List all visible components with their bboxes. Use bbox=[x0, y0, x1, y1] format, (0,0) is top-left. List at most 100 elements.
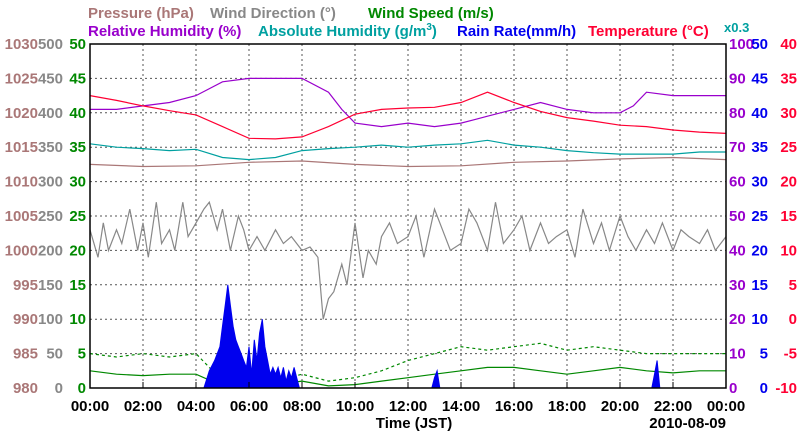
wind-speed-tick-label: 0 bbox=[78, 380, 86, 397]
x-tick-label: 10:00 bbox=[336, 398, 374, 415]
legend-absolute-humidity: Absolute Humidity (g/m3) bbox=[258, 22, 437, 40]
x-tick-label: 20:00 bbox=[601, 398, 639, 415]
x-axis-label: Time (JST) bbox=[376, 415, 452, 432]
absolute-humidity-tick-label: 20 bbox=[751, 242, 768, 259]
relative-humidity-tick-label: 0 bbox=[729, 380, 737, 397]
wind-direction-tick-label: 500 bbox=[38, 36, 63, 53]
wind-speed-tick-label: 30 bbox=[69, 174, 86, 191]
pressure-tick-label: 995 bbox=[13, 277, 38, 294]
relative-humidity-tick-label: 80 bbox=[729, 105, 746, 122]
x-tick-label: 08:00 bbox=[283, 398, 321, 415]
pressure-tick-label: 1020 bbox=[5, 105, 38, 122]
temperature-tick-label: 0 bbox=[789, 311, 797, 328]
wind-speed-tick-label: 10 bbox=[69, 311, 86, 328]
temperature-tick-label: 40 bbox=[780, 36, 797, 53]
pressure-tick-label: 990 bbox=[13, 311, 38, 328]
x-tick-label: 18:00 bbox=[548, 398, 586, 415]
x-tick-label: 04:00 bbox=[177, 398, 215, 415]
temperature-tick-label: 5 bbox=[789, 277, 797, 294]
legend-rain-multiplier: x0.3 bbox=[724, 20, 749, 35]
x-tick-label: 22:00 bbox=[654, 398, 692, 415]
series-relative-humidity bbox=[90, 77, 726, 128]
temperature-tick-label: 35 bbox=[780, 70, 797, 87]
series-wind-speed bbox=[89, 366, 726, 388]
absolute-humidity-tick-label: 30 bbox=[751, 174, 768, 191]
relative-humidity-tick-label: 70 bbox=[729, 139, 746, 156]
absolute-humidity-tick-label: 25 bbox=[751, 208, 768, 225]
wind-direction-tick-label: 150 bbox=[38, 277, 63, 294]
legend-pressure: Pressure (hPa) bbox=[88, 5, 194, 22]
wind-speed-tick-label: 35 bbox=[69, 139, 86, 156]
legend-rain-rate: Rain Rate(mm/h) bbox=[457, 23, 576, 40]
legend-relative-humidity: Relative Humidity (%) bbox=[88, 23, 241, 40]
relative-humidity-tick-label: 30 bbox=[729, 277, 746, 294]
temperature-tick-label: 25 bbox=[780, 139, 797, 156]
series-temperature bbox=[89, 91, 727, 140]
series-layer bbox=[89, 77, 727, 389]
pressure-tick-label: 985 bbox=[13, 346, 38, 363]
pressure-tick-label: 1010 bbox=[5, 174, 38, 191]
wind-direction-tick-label: 300 bbox=[38, 174, 63, 191]
series-absolute-humidity bbox=[89, 139, 726, 161]
wind-speed-tick-label: 20 bbox=[69, 242, 86, 259]
absolute-humidity-tick-label: 45 bbox=[751, 70, 768, 87]
legend-temperature: Temperature (°C) bbox=[588, 23, 709, 40]
wind-direction-tick-label: 100 bbox=[38, 311, 63, 328]
wind-speed-tick-label: 15 bbox=[69, 277, 86, 294]
relative-humidity-tick-label: 90 bbox=[729, 70, 746, 87]
x-tick-label: 14:00 bbox=[442, 398, 480, 415]
absolute-humidity-tick-label: 5 bbox=[760, 346, 768, 363]
plot-frame bbox=[89, 43, 727, 389]
wind-speed-tick-label: 40 bbox=[69, 105, 86, 122]
wind-direction-tick-label: 350 bbox=[38, 139, 63, 156]
series-pressure bbox=[89, 156, 727, 168]
date-label: 2010-08-09 bbox=[649, 415, 726, 432]
temperature-tick-label: 30 bbox=[780, 105, 797, 122]
wind-speed-tick-label: 50 bbox=[69, 36, 86, 53]
relative-humidity-tick-label: 50 bbox=[729, 208, 746, 225]
series-wind-direction bbox=[89, 200, 727, 320]
pressure-tick-label: 1030 bbox=[5, 36, 38, 53]
wind-direction-tick-label: 400 bbox=[38, 105, 63, 122]
pressure-tick-label: 1005 bbox=[5, 208, 38, 225]
relative-humidity-tick-label: 10 bbox=[729, 346, 746, 363]
absolute-humidity-tick-label: 15 bbox=[751, 277, 768, 294]
series-rain-rate bbox=[90, 284, 726, 389]
relative-humidity-tick-label: 20 bbox=[729, 311, 746, 328]
absolute-humidity-tick-label: 0 bbox=[760, 380, 768, 397]
legend-wind-direction: Wind Direction (°) bbox=[210, 5, 336, 22]
x-tick-label: 00:00 bbox=[707, 398, 745, 415]
absolute-humidity-tick-label: 40 bbox=[751, 105, 768, 122]
pressure-tick-label: 1000 bbox=[5, 242, 38, 259]
wind-direction-tick-label: 250 bbox=[38, 208, 63, 225]
absolute-humidity-tick-label: 35 bbox=[751, 139, 768, 156]
temperature-tick-label: -5 bbox=[784, 346, 797, 363]
temperature-tick-label: -10 bbox=[775, 380, 797, 397]
x-tick-label: 12:00 bbox=[389, 398, 427, 415]
wind-speed-tick-label: 25 bbox=[69, 208, 86, 225]
temperature-tick-label: 20 bbox=[780, 174, 797, 191]
grid bbox=[90, 44, 726, 388]
pressure-tick-label: 980 bbox=[13, 380, 38, 397]
relative-humidity-tick-label: 60 bbox=[729, 174, 746, 191]
x-tick-label: 16:00 bbox=[495, 398, 533, 415]
absolute-humidity-tick-label: 50 bbox=[751, 36, 768, 53]
x-tick-label: 02:00 bbox=[124, 398, 162, 415]
wind-direction-tick-label: 200 bbox=[38, 242, 63, 259]
pressure-tick-label: 1015 bbox=[5, 139, 38, 156]
relative-humidity-tick-label: 40 bbox=[729, 242, 746, 259]
temperature-tick-label: 15 bbox=[780, 208, 797, 225]
wind-direction-tick-label: 450 bbox=[38, 70, 63, 87]
relative-humidity-tick-label: 100 bbox=[729, 36, 754, 53]
x-tick-label: 06:00 bbox=[230, 398, 268, 415]
wind-direction-tick-label: 0 bbox=[55, 380, 63, 397]
wind-speed-tick-label: 45 bbox=[69, 70, 86, 87]
wind-direction-tick-label: 50 bbox=[46, 346, 63, 363]
x-tick-label: 00:00 bbox=[71, 398, 109, 415]
wind-speed-tick-label: 5 bbox=[78, 346, 86, 363]
absolute-humidity-tick-label: 10 bbox=[751, 311, 768, 328]
temperature-tick-label: 10 bbox=[780, 242, 797, 259]
legend-wind-speed: Wind Speed (m/s) bbox=[368, 5, 494, 22]
